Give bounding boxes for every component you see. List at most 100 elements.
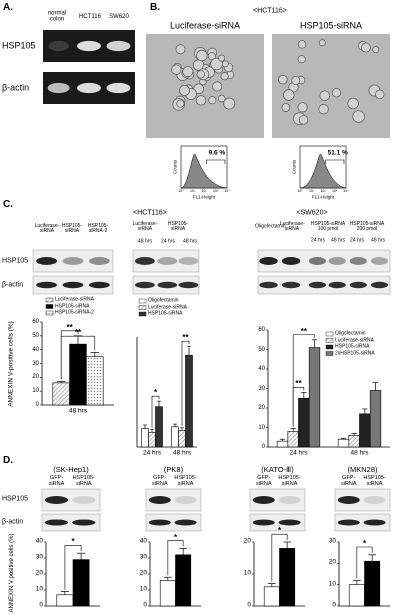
- flow-percent: 9.6 %: [208, 149, 226, 157]
- legend-swatch: [45, 304, 54, 309]
- y-tick-label: 20: [35, 569, 43, 577]
- legend-label: Oligofectamin: [335, 330, 366, 337]
- bar: [364, 560, 381, 607]
- subpanel-title: (PK8): [163, 465, 184, 475]
- flow-tick-label: 10³: [331, 189, 338, 194]
- bar: [185, 355, 193, 448]
- cell: [331, 88, 342, 98]
- row-label: β-actin: [2, 281, 24, 289]
- time-label: 48 hrs: [138, 238, 152, 245]
- band: [134, 281, 155, 289]
- band: [178, 257, 199, 265]
- significance-bracket: [292, 334, 315, 427]
- time-label: 24 hrs: [161, 238, 175, 245]
- band: [148, 519, 171, 526]
- bar: [287, 431, 299, 448]
- y-tick-label: 20: [258, 404, 265, 411]
- band: [47, 82, 70, 94]
- panel-title: <SW620>: [296, 209, 328, 217]
- cell: [298, 115, 309, 125]
- cell: [297, 102, 308, 113]
- significance: **: [182, 332, 189, 342]
- lane-label: GFP-siRNA: [340, 475, 357, 487]
- y-tick-label: 10: [243, 569, 251, 577]
- significance-bracket: [181, 340, 190, 426]
- bar: [52, 382, 70, 406]
- bar: [348, 584, 365, 607]
- cell: [372, 46, 380, 54]
- band: [77, 82, 101, 94]
- cell: [319, 90, 330, 101]
- y-tick-label: 60: [258, 326, 265, 333]
- y-tick-label: 20: [32, 374, 39, 381]
- cell: [207, 52, 216, 61]
- bar: [141, 428, 149, 448]
- cell: [361, 42, 371, 53]
- legend-swatch: [325, 344, 334, 350]
- gate: [325, 159, 345, 164]
- flow-tick-label: 10¹: [308, 189, 315, 194]
- lane-label: HSP105-siRNA: [363, 475, 386, 487]
- time-label: 24 hrs: [350, 237, 364, 244]
- lane-label: Oligofectamin: [255, 223, 286, 230]
- blot: [132, 249, 200, 273]
- legend-label: 2xHSP105-siRNA: [335, 349, 375, 356]
- band: [337, 496, 360, 504]
- blot: [145, 513, 202, 532]
- lane-label: HSP105-siRNA: [167, 220, 189, 232]
- band: [72, 519, 96, 526]
- y-tick-label: 20: [139, 569, 147, 577]
- bar: [178, 430, 186, 448]
- x-tick-label: 48 hrs: [350, 449, 369, 457]
- band: [157, 257, 178, 265]
- flow-tick-label: 10⁰: [178, 189, 184, 194]
- cell: [223, 97, 236, 110]
- band: [44, 496, 69, 504]
- significance: **: [295, 379, 302, 389]
- y-tick-label: 10: [328, 580, 336, 588]
- bar: [69, 343, 87, 406]
- band: [106, 82, 131, 94]
- legend-swatch: [138, 305, 147, 310]
- y-axis-label: ANNEXIN V-positive cells (%): [7, 320, 15, 407]
- flow-tick-label: 10⁰: [297, 189, 303, 194]
- blot: [334, 488, 391, 512]
- bar: [369, 390, 382, 448]
- cell: [196, 70, 205, 79]
- time-label: 24 hrs: [311, 237, 325, 244]
- y-tick-label: 0: [39, 601, 43, 609]
- band: [148, 496, 171, 504]
- y-tick-label: 0: [247, 601, 251, 609]
- blot: [145, 488, 202, 512]
- band: [252, 519, 275, 526]
- y-tick-label: 40: [139, 537, 147, 545]
- significance-bracket: [60, 335, 96, 380]
- bar: [348, 434, 360, 448]
- flow-axis-label: Counts: [172, 159, 178, 175]
- flow-tick-label: 10¹: [189, 189, 196, 194]
- y-tick-label: 30: [35, 553, 43, 561]
- blot: [41, 488, 101, 512]
- x-tick-label: 48 hrs: [68, 407, 88, 415]
- band: [337, 519, 360, 526]
- cell: [179, 84, 190, 96]
- band: [363, 496, 386, 504]
- significance: *: [153, 387, 158, 397]
- row-label: β-actin: [2, 518, 24, 526]
- row-label: HSP105: [2, 257, 29, 265]
- band: [89, 257, 110, 265]
- bar: [86, 356, 104, 406]
- significance-bracket: [271, 533, 288, 582]
- y-tick-label: 20: [243, 537, 251, 545]
- lane-label: HSP105-siRNA 200 pmol: [349, 220, 385, 232]
- y-tick-label: 10: [32, 388, 39, 395]
- lane-label: Luciferase-siRNA: [280, 220, 305, 232]
- lane-label: GFP-siRNA: [151, 475, 168, 487]
- y-tick-label: 40: [32, 346, 39, 353]
- cell: [281, 103, 291, 112]
- y-tick-label: 40: [35, 537, 43, 545]
- row-label: HSP105: [2, 40, 36, 51]
- y-tick-label: 10: [258, 424, 265, 431]
